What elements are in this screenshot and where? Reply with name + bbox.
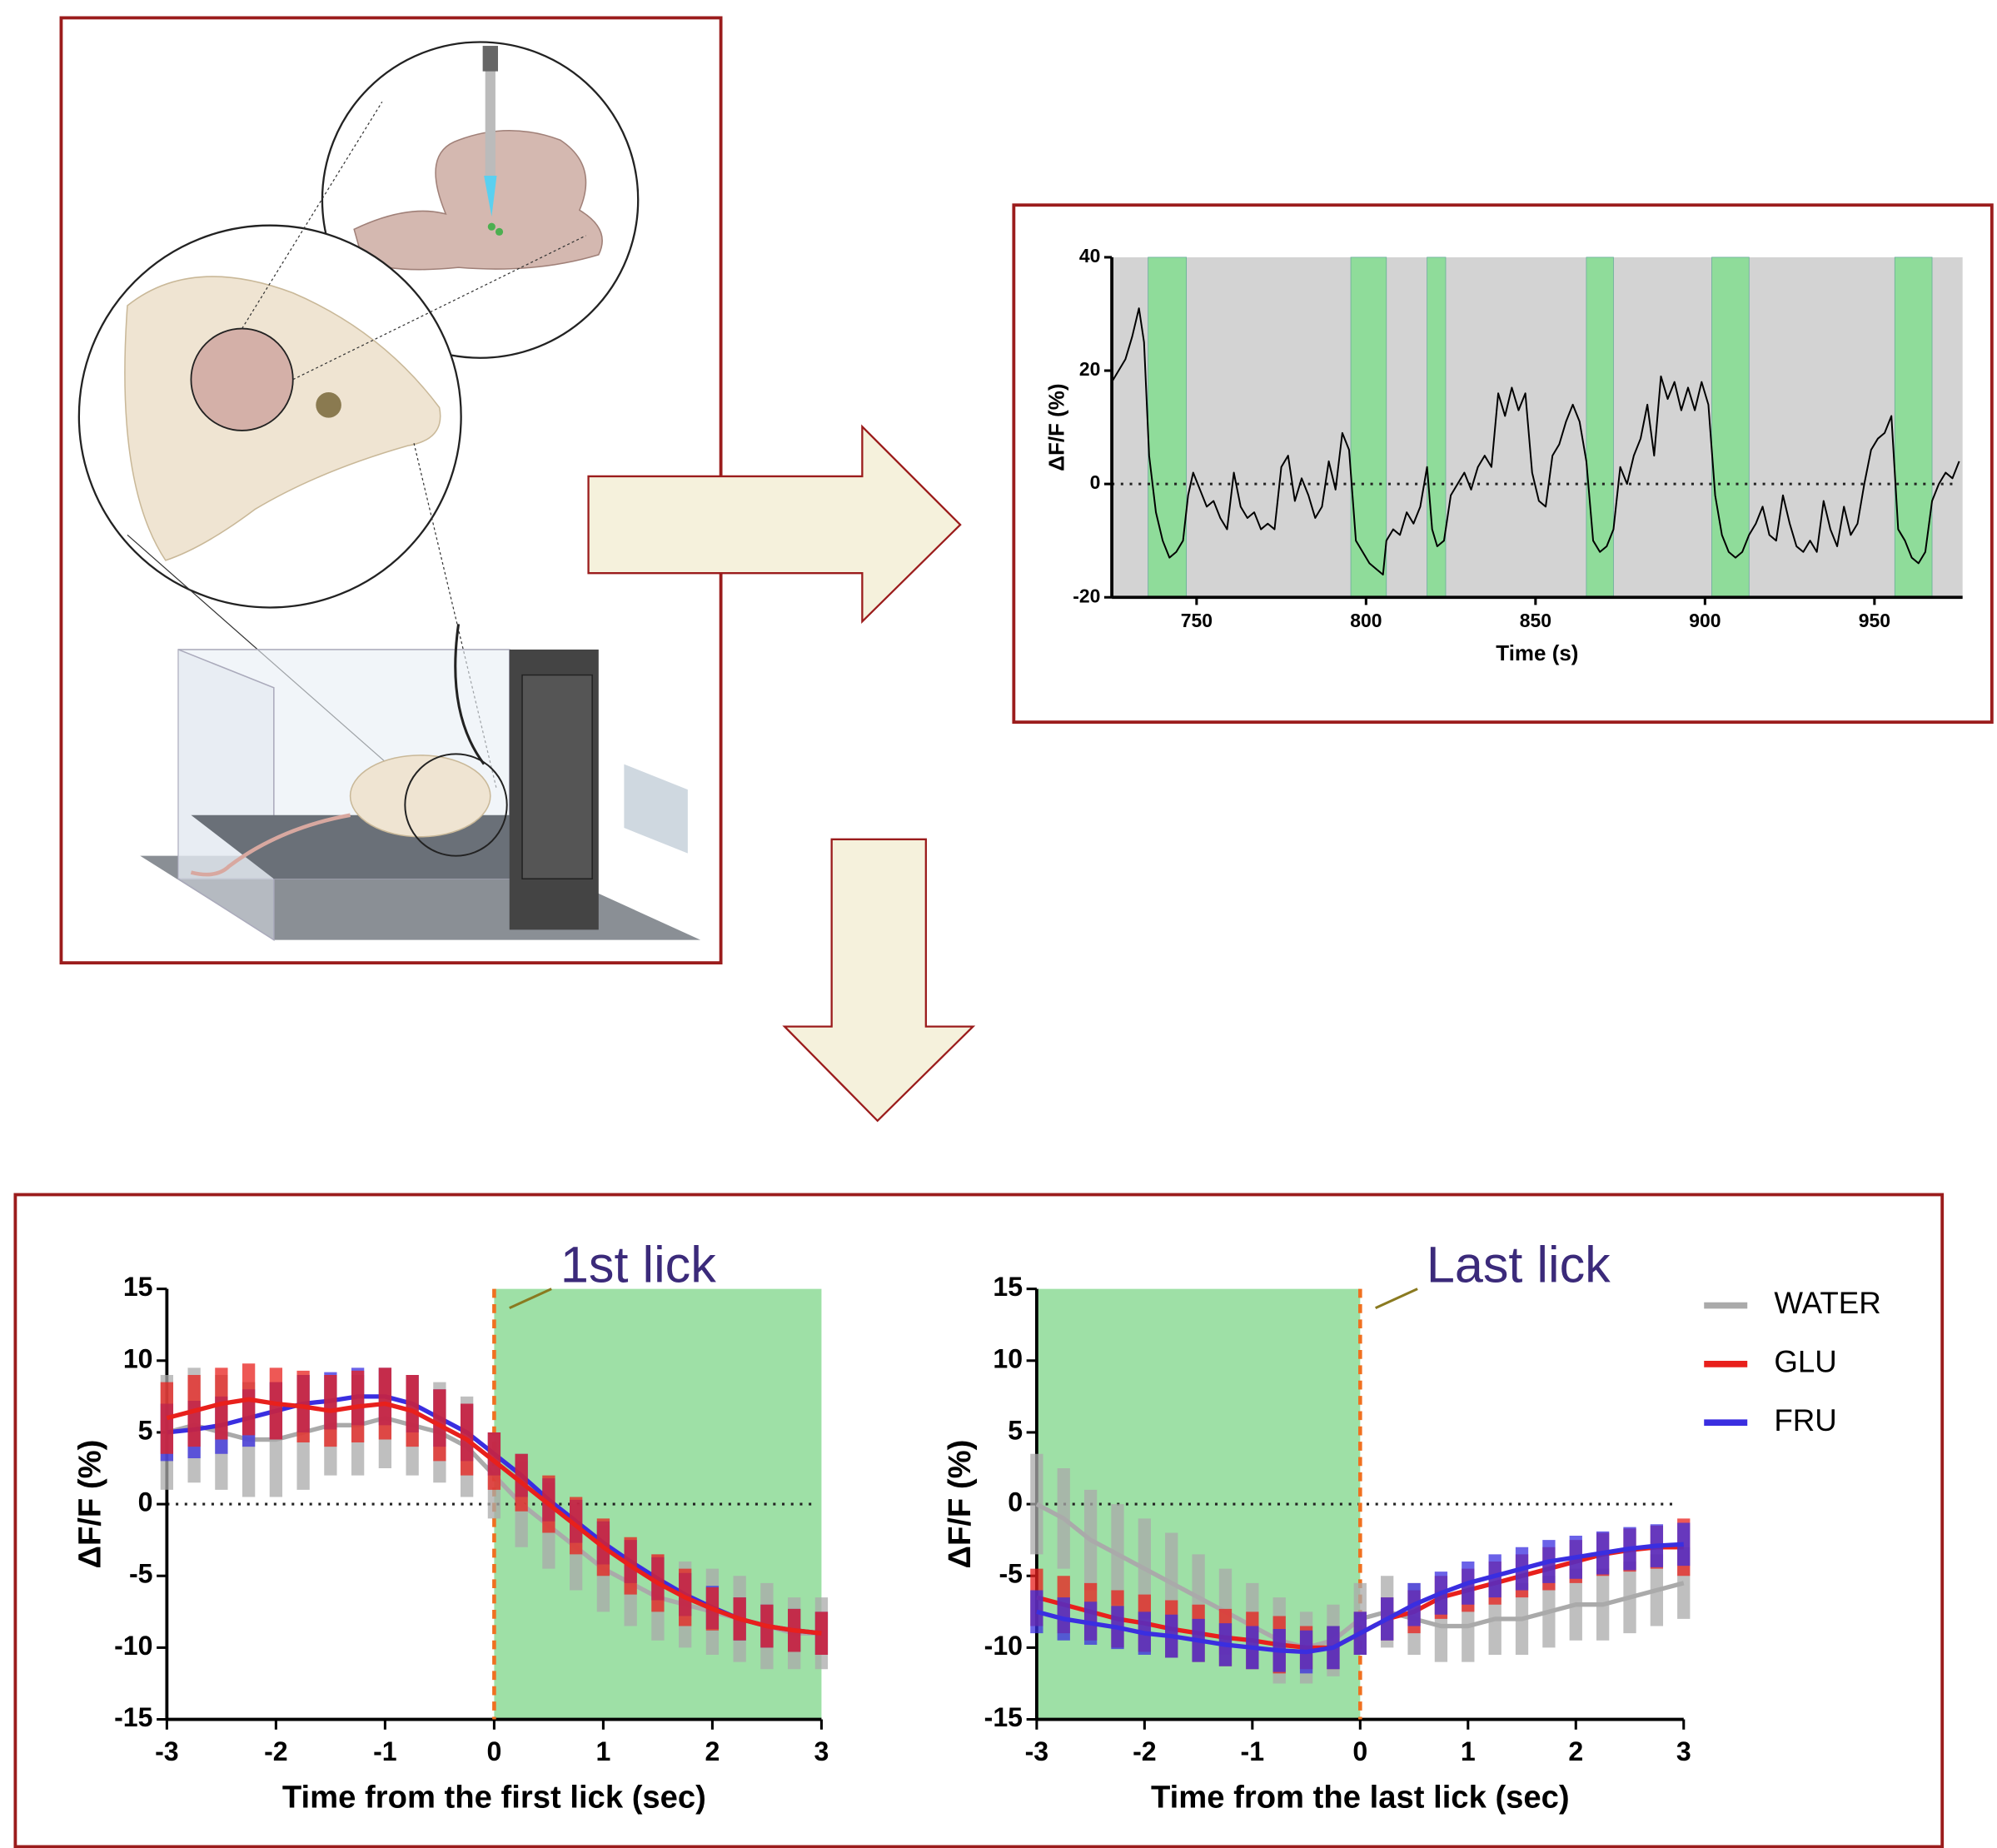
y-tick-label: 5 — [138, 1415, 153, 1445]
arrow-right — [587, 424, 962, 625]
x-axis-label: Time from the first lick (sec) — [282, 1779, 706, 1815]
x-tick-label: 3 — [1676, 1736, 1691, 1766]
shaded-region — [1711, 257, 1750, 598]
shaded-region — [1586, 257, 1614, 598]
shaded-region — [1894, 257, 1933, 598]
series-line — [1111, 307, 1960, 576]
x-tick-label: 1 — [595, 1736, 610, 1766]
y-tick-label: 0 — [138, 1487, 153, 1517]
illustration — [59, 16, 723, 965]
y-tick-label: 20 — [1079, 358, 1101, 380]
legend-label: WATER — [1774, 1286, 1880, 1320]
x-tick-label: 850 — [1520, 610, 1551, 631]
x-tick-label: 2 — [1568, 1736, 1583, 1766]
x-tick-label: 0 — [1352, 1736, 1367, 1766]
y-axis-label: ΔF/F (%) — [72, 1440, 108, 1569]
x-tick-label: -2 — [264, 1736, 288, 1766]
x-tick-label: -1 — [1241, 1736, 1265, 1766]
x-axis-label: Time (s) — [1496, 640, 1578, 665]
x-tick-label: -3 — [155, 1736, 179, 1766]
x-tick-label: 950 — [1859, 610, 1890, 631]
x-tick-label: -1 — [373, 1736, 397, 1766]
y-axis-label: ΔF/F (%) — [1044, 383, 1069, 471]
series-line — [166, 1397, 822, 1636]
y-tick-label: 5 — [1008, 1415, 1023, 1445]
y-tick-label: 15 — [123, 1272, 153, 1302]
shaded-region — [1350, 257, 1387, 598]
y-tick-label: -10 — [984, 1631, 1023, 1661]
y-tick-label: 0 — [1090, 471, 1101, 493]
annotation: Last lick — [1427, 1236, 1611, 1293]
y-tick-label: -15 — [984, 1702, 1023, 1732]
y-axis-label: ΔF/F (%) — [942, 1440, 978, 1569]
y-tick-label: 10 — [993, 1343, 1023, 1373]
arrow-down — [782, 838, 976, 1123]
x-tick-label: 900 — [1689, 610, 1721, 631]
y-tick-label: 0 — [1008, 1487, 1023, 1517]
x-tick-label: 0 — [486, 1736, 501, 1766]
x-tick-label: 1 — [1461, 1736, 1476, 1766]
series-line — [1036, 1542, 1684, 1655]
psth-frame — [13, 1193, 1945, 1848]
x-tick-label: -2 — [1133, 1736, 1157, 1766]
x-tick-label: 750 — [1181, 610, 1213, 631]
y-tick-label: 15 — [993, 1272, 1023, 1302]
y-tick-label: 40 — [1079, 245, 1101, 266]
x-tick-label: 800 — [1350, 610, 1382, 631]
y-tick-label: -5 — [129, 1559, 153, 1589]
x-tick-label: -3 — [1025, 1736, 1049, 1766]
legend-label: GLU — [1774, 1345, 1836, 1379]
y-tick-label: 10 — [123, 1343, 153, 1373]
y-tick-label: -5 — [999, 1559, 1023, 1589]
x-axis-label: Time from the last lick (sec) — [1151, 1779, 1570, 1815]
annotation-arrow — [1375, 1288, 1418, 1309]
annotation: 1st lick — [560, 1236, 716, 1293]
annotation-arrow — [509, 1288, 552, 1309]
y-tick-label: -10 — [114, 1631, 152, 1661]
x-tick-label: 3 — [814, 1736, 829, 1766]
y-tick-label: -15 — [114, 1702, 152, 1732]
y-tick-label: -20 — [1073, 585, 1100, 606]
x-tick-label: 2 — [705, 1736, 720, 1766]
shaded-region — [1148, 257, 1188, 598]
legend-label: FRU — [1774, 1403, 1836, 1437]
plot-background — [1112, 257, 1963, 598]
